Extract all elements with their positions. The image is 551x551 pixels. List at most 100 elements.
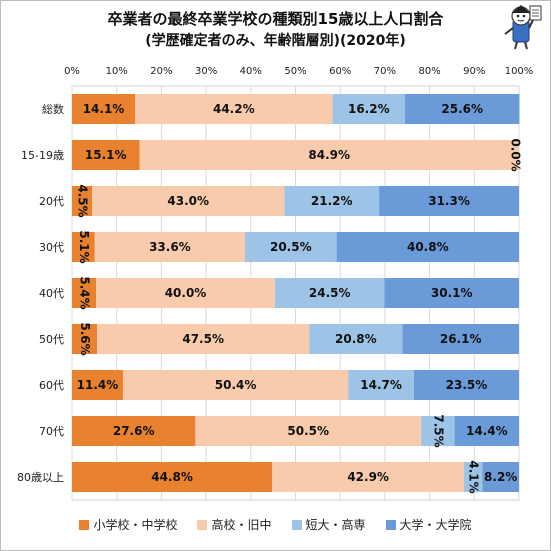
bar-segment: [72, 232, 95, 262]
bar-segment: [284, 186, 380, 216]
bar-segment: [72, 186, 93, 216]
data-label: 50.4%: [215, 378, 257, 392]
data-label: 30.1%: [431, 286, 473, 300]
data-label: 23.5%: [446, 378, 488, 392]
chart-title: 卒業者の最終卒業学校の種類別15歳以上人口割合: [107, 10, 444, 28]
data-label: 8.2%: [484, 470, 517, 484]
data-label: 44.8%: [151, 470, 193, 484]
legend-label: 大学・大学院: [399, 518, 472, 532]
bar-segment: [96, 278, 275, 308]
legend-swatch: [291, 519, 302, 530]
data-label: 5.4%: [78, 276, 92, 309]
bar-segment: [244, 232, 337, 262]
data-label: 20.5%: [270, 240, 312, 254]
bar-segment: [405, 94, 520, 124]
legend-item: 高校・旧中: [197, 516, 272, 533]
category-label: 30代: [39, 241, 64, 254]
legend-item: 小学校・中学校: [79, 516, 177, 533]
bar-segment: [135, 94, 333, 124]
x-tick-label: 10%: [106, 66, 128, 77]
bar-segment: [454, 416, 519, 446]
bar-segment: [72, 370, 123, 400]
bar-segment: [94, 232, 245, 262]
legend-swatch: [79, 519, 90, 530]
data-label: 40.8%: [407, 240, 449, 254]
bar-segment: [139, 140, 519, 170]
data-label: 4.5%: [76, 184, 90, 217]
data-label: 26.1%: [440, 332, 482, 346]
bar-segment: [92, 186, 285, 216]
data-label: 44.2%: [213, 102, 255, 116]
bar-segment: [97, 324, 310, 354]
bar-segment: [72, 94, 136, 124]
category-label: 70代: [39, 425, 64, 438]
bar-segment: [72, 140, 140, 170]
data-label: 16.2%: [348, 102, 390, 116]
bar-segment: [464, 462, 483, 492]
data-label: 21.2%: [311, 194, 353, 208]
data-label: 43.0%: [167, 194, 209, 208]
legend-item: 短大・高専: [291, 516, 366, 533]
bar-segment: [332, 94, 406, 124]
data-label: 4.1%: [467, 460, 481, 493]
bar-segment: [72, 278, 97, 308]
legend-label: 短大・高専: [305, 518, 366, 532]
data-label: 27.6%: [113, 424, 155, 438]
data-label: 20.8%: [335, 332, 377, 346]
data-label: 0.0%: [509, 138, 523, 171]
category-label: 60代: [39, 379, 64, 392]
x-tick-label: 70%: [374, 66, 396, 77]
x-tick-label: 80%: [418, 66, 440, 77]
data-label: 11.4%: [77, 378, 119, 392]
bar-segment: [274, 278, 385, 308]
data-label: 14.4%: [466, 424, 508, 438]
bar-segment: [195, 416, 422, 446]
data-label: 7.5%: [431, 414, 445, 447]
bar-segment: [384, 278, 519, 308]
bar-segment: [309, 324, 403, 354]
bar-segment: [336, 232, 519, 262]
data-label: 47.5%: [182, 332, 224, 346]
data-label: 31.3%: [428, 194, 470, 208]
bar-segment: [413, 370, 519, 400]
bar-segment: [482, 462, 519, 492]
bar-segment: [122, 370, 349, 400]
data-label: 5.1%: [77, 230, 91, 263]
data-label: 40.0%: [165, 286, 207, 300]
data-label: 50.5%: [287, 424, 329, 438]
bar-segment: [72, 462, 273, 492]
category-label: 80歳以上: [17, 471, 64, 484]
category-label: 50代: [39, 333, 64, 346]
chart-legend: 小学校・中学校 高校・旧中 短大・高専 大学・大学院: [0, 516, 551, 533]
legend-label: 小学校・中学校: [93, 518, 178, 532]
data-label: 5.6%: [78, 322, 92, 355]
bar-segment: [421, 416, 455, 446]
bar-segment: [402, 324, 519, 354]
data-label: 33.6%: [149, 240, 191, 254]
mascot-logo: [504, 5, 542, 50]
data-label: 84.9%: [308, 148, 350, 162]
x-tick-label: 40%: [240, 66, 262, 77]
bar-segment: [72, 324, 98, 354]
category-label: 15-19歳: [21, 149, 64, 162]
data-label: 14.1%: [83, 102, 125, 116]
data-label: 42.9%: [347, 470, 389, 484]
legend-label: 高校・旧中: [211, 518, 272, 532]
x-tick-label: 100%: [505, 66, 534, 77]
legend-swatch: [197, 519, 208, 530]
x-tick-label: 90%: [463, 66, 485, 77]
x-tick-label: 50%: [284, 66, 306, 77]
category-label: 総数: [42, 102, 64, 116]
bar-segment: [348, 370, 414, 400]
bar-segment: [72, 416, 196, 446]
data-label: 25.6%: [441, 102, 483, 116]
data-label: 14.7%: [360, 378, 402, 392]
x-tick-label: 60%: [329, 66, 351, 77]
bar-segment: [379, 186, 519, 216]
data-label: 24.5%: [309, 286, 351, 300]
category-label: 40代: [39, 287, 64, 300]
x-tick-label: 30%: [195, 66, 217, 77]
legend-swatch: [385, 519, 396, 530]
x-tick-label: 20%: [150, 66, 172, 77]
